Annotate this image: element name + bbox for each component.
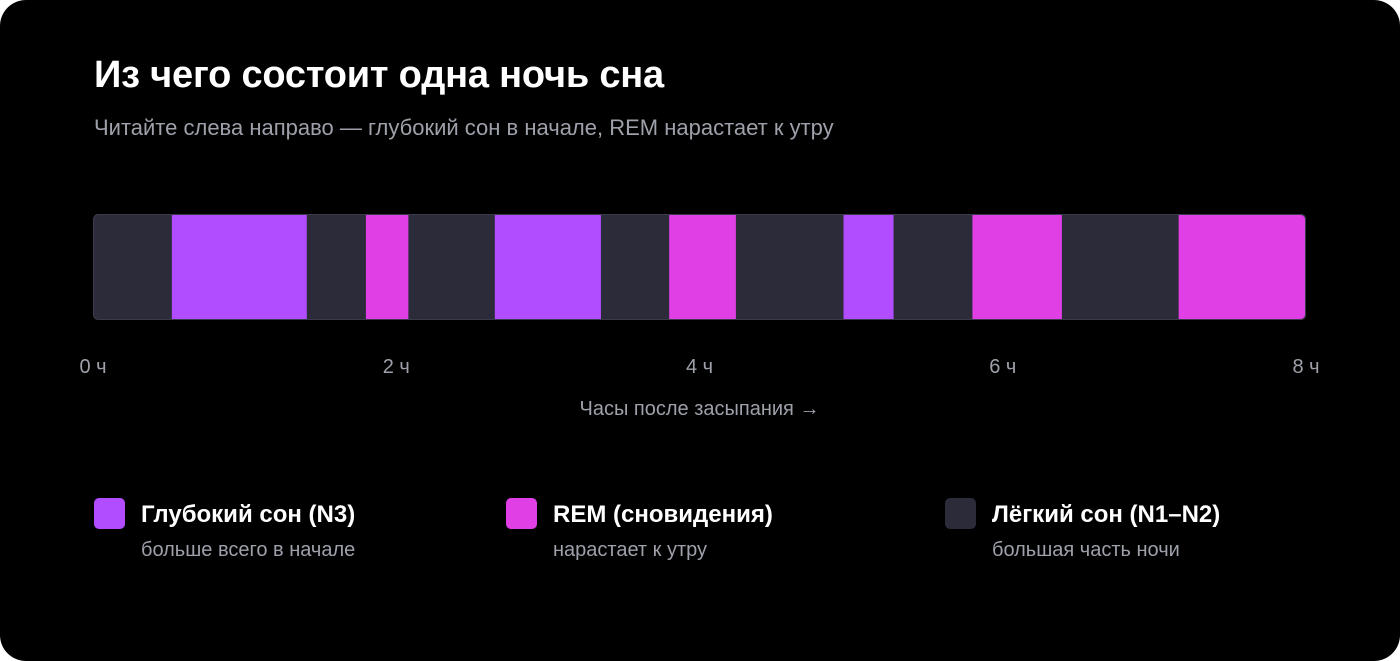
segment-light-6 <box>600 214 670 320</box>
legend-swatch-deep <box>94 498 125 529</box>
segment-light-2 <box>306 214 367 320</box>
segment-deep-9 <box>843 214 895 320</box>
segment-rem-3 <box>365 214 409 320</box>
segment-light-0 <box>93 214 173 320</box>
segment-light-8 <box>735 214 845 320</box>
x-axis-label: Часы после засыпания → <box>580 398 820 420</box>
x-tick-label: 4 ч <box>686 356 713 378</box>
segments-group <box>93 214 1306 320</box>
segment-deep-5 <box>494 214 602 320</box>
x-tick-label: 8 ч <box>1292 356 1319 378</box>
segment-rem-11 <box>972 214 1063 320</box>
legend-swatch-rem <box>506 498 537 529</box>
x-tick-label: 0 ч <box>79 356 106 378</box>
bar-outline <box>93 214 1306 320</box>
sleep-stage-timeline: 0 ч 2 ч 4 ч 6 ч 8 ч Часы после засыпания → <box>79 214 1320 420</box>
chart-subtitle: Читайте слева направо — глубокий сон в н… <box>94 115 834 140</box>
x-tick-label: 6 ч <box>989 356 1016 378</box>
segment-deep-1 <box>171 214 308 320</box>
segment-light-10 <box>893 214 973 320</box>
legend-note-rem: нарастает к утру <box>553 539 708 561</box>
segment-rem-7 <box>669 214 737 320</box>
legend-note-light: большая часть ночи <box>992 539 1180 561</box>
segment-light-4 <box>408 214 496 320</box>
legend-note-deep: больше всего в начале <box>141 539 356 561</box>
legend-label-deep: Глубокий сон (N3) <box>141 501 356 528</box>
legend-label-light: Лёгкий сон (N1–N2) <box>992 501 1221 528</box>
chart-title: Из чего состоит одна ночь сна <box>94 54 664 96</box>
segment-rem-13 <box>1178 214 1306 320</box>
legend-label-rem: REM (сновидения) <box>553 501 773 528</box>
x-tick-label: 2 ч <box>383 356 410 378</box>
segment-light-12 <box>1061 214 1180 320</box>
legend-swatch-light <box>945 498 976 529</box>
